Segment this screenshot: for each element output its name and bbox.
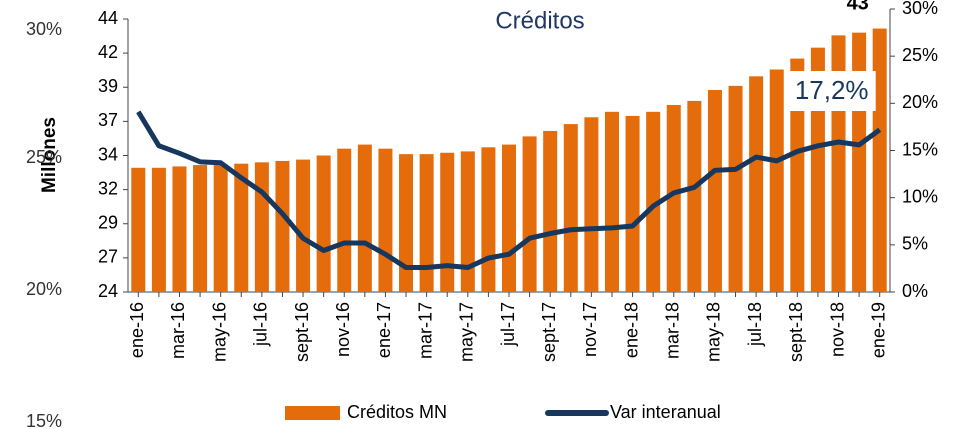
- x-tick-label: ene-17: [374, 302, 394, 358]
- bar: [872, 28, 887, 293]
- bar: [378, 148, 393, 292]
- bar: [296, 159, 311, 292]
- bar: [646, 111, 661, 292]
- x-tick-label: may-17: [457, 302, 477, 362]
- y-tick-label: 34: [98, 144, 118, 164]
- legend-label: Créditos MN: [347, 402, 447, 422]
- bar: [460, 151, 475, 292]
- bar: [543, 130, 558, 292]
- x-tick-label: ene-16: [127, 302, 147, 358]
- legend-label: Var interanual: [610, 402, 721, 422]
- bar: [213, 165, 228, 292]
- line: [136, 110, 882, 270]
- bar: [316, 155, 331, 292]
- bar: [131, 167, 146, 292]
- x-tick-label: mar-17: [415, 302, 435, 359]
- y-tick-label: 37: [98, 110, 118, 130]
- x-tick-label: mar-16: [168, 302, 188, 359]
- background-label: 30%: [26, 19, 62, 39]
- bar: [563, 124, 578, 292]
- x-tick-label: sept-16: [292, 302, 312, 362]
- y-tick-label: 39: [98, 76, 118, 96]
- bar: [749, 76, 764, 292]
- x-tick-label: may-16: [209, 302, 229, 362]
- y-axis-label: Millones: [39, 117, 60, 193]
- bar: [584, 117, 599, 292]
- x-tick-label: jul-18: [745, 302, 765, 347]
- legend-swatch: [285, 406, 340, 420]
- x-tick-label: may-18: [704, 302, 724, 362]
- background-label: 20%: [26, 279, 62, 299]
- x-tick-label: sept-17: [539, 302, 559, 362]
- bar: [769, 69, 784, 292]
- bar: [234, 163, 249, 292]
- label-box: [787, 71, 876, 111]
- bar: [522, 136, 537, 292]
- bar: [151, 167, 166, 292]
- chart-title: Créditos: [495, 7, 584, 34]
- y-tick-label: 44: [98, 8, 118, 28]
- y2-tick-label: 0%: [902, 281, 928, 301]
- y2-tick-label: 10%: [902, 186, 938, 206]
- bar: [604, 111, 619, 292]
- x-tick-label: nov-18: [827, 302, 847, 357]
- x-tick-label: sept-18: [786, 302, 806, 362]
- y-tick-label: 24: [98, 281, 118, 301]
- bar: [254, 162, 269, 292]
- bar: [440, 152, 455, 292]
- y-tick-label: 32: [98, 178, 118, 198]
- bar: [399, 154, 414, 292]
- y-tick-label: 29: [98, 213, 118, 233]
- data-label: 43: [847, 0, 869, 14]
- x-tick-label: ene-18: [621, 302, 641, 358]
- bar: [481, 147, 496, 292]
- bar: [666, 104, 681, 293]
- y2-tick-label: 15%: [902, 139, 938, 159]
- x-tick-label: mar-18: [663, 302, 683, 359]
- y2-tick-label: 20%: [902, 92, 938, 112]
- bar: [707, 89, 722, 292]
- bar: [357, 144, 372, 292]
- y2-tick-label: 25%: [902, 45, 938, 65]
- background-label: 25%: [26, 147, 62, 167]
- y-tick-label: 42: [98, 42, 118, 62]
- bar: [419, 154, 434, 292]
- bar: [728, 85, 743, 292]
- x-tick-label: nov-16: [333, 302, 353, 357]
- x-tick-label: nov-17: [580, 302, 600, 357]
- x-tick-label: jul-17: [498, 302, 518, 347]
- y2-tick-label: 30%: [902, 0, 938, 18]
- x-tick-label: jul-16: [251, 302, 271, 347]
- bar: [625, 115, 640, 292]
- x-tick-label: ene-19: [868, 302, 888, 358]
- bar: [172, 166, 187, 292]
- background-label: 15%: [26, 411, 62, 429]
- bar: [337, 148, 352, 292]
- y-tick-label: 27: [98, 247, 118, 267]
- bar: [275, 160, 290, 292]
- y2-tick-label: 5%: [902, 234, 928, 254]
- bar: [687, 100, 702, 293]
- data-label: 17,2%: [795, 75, 869, 105]
- bar: [193, 165, 208, 292]
- bar: [501, 144, 517, 292]
- bar: [790, 58, 805, 293]
